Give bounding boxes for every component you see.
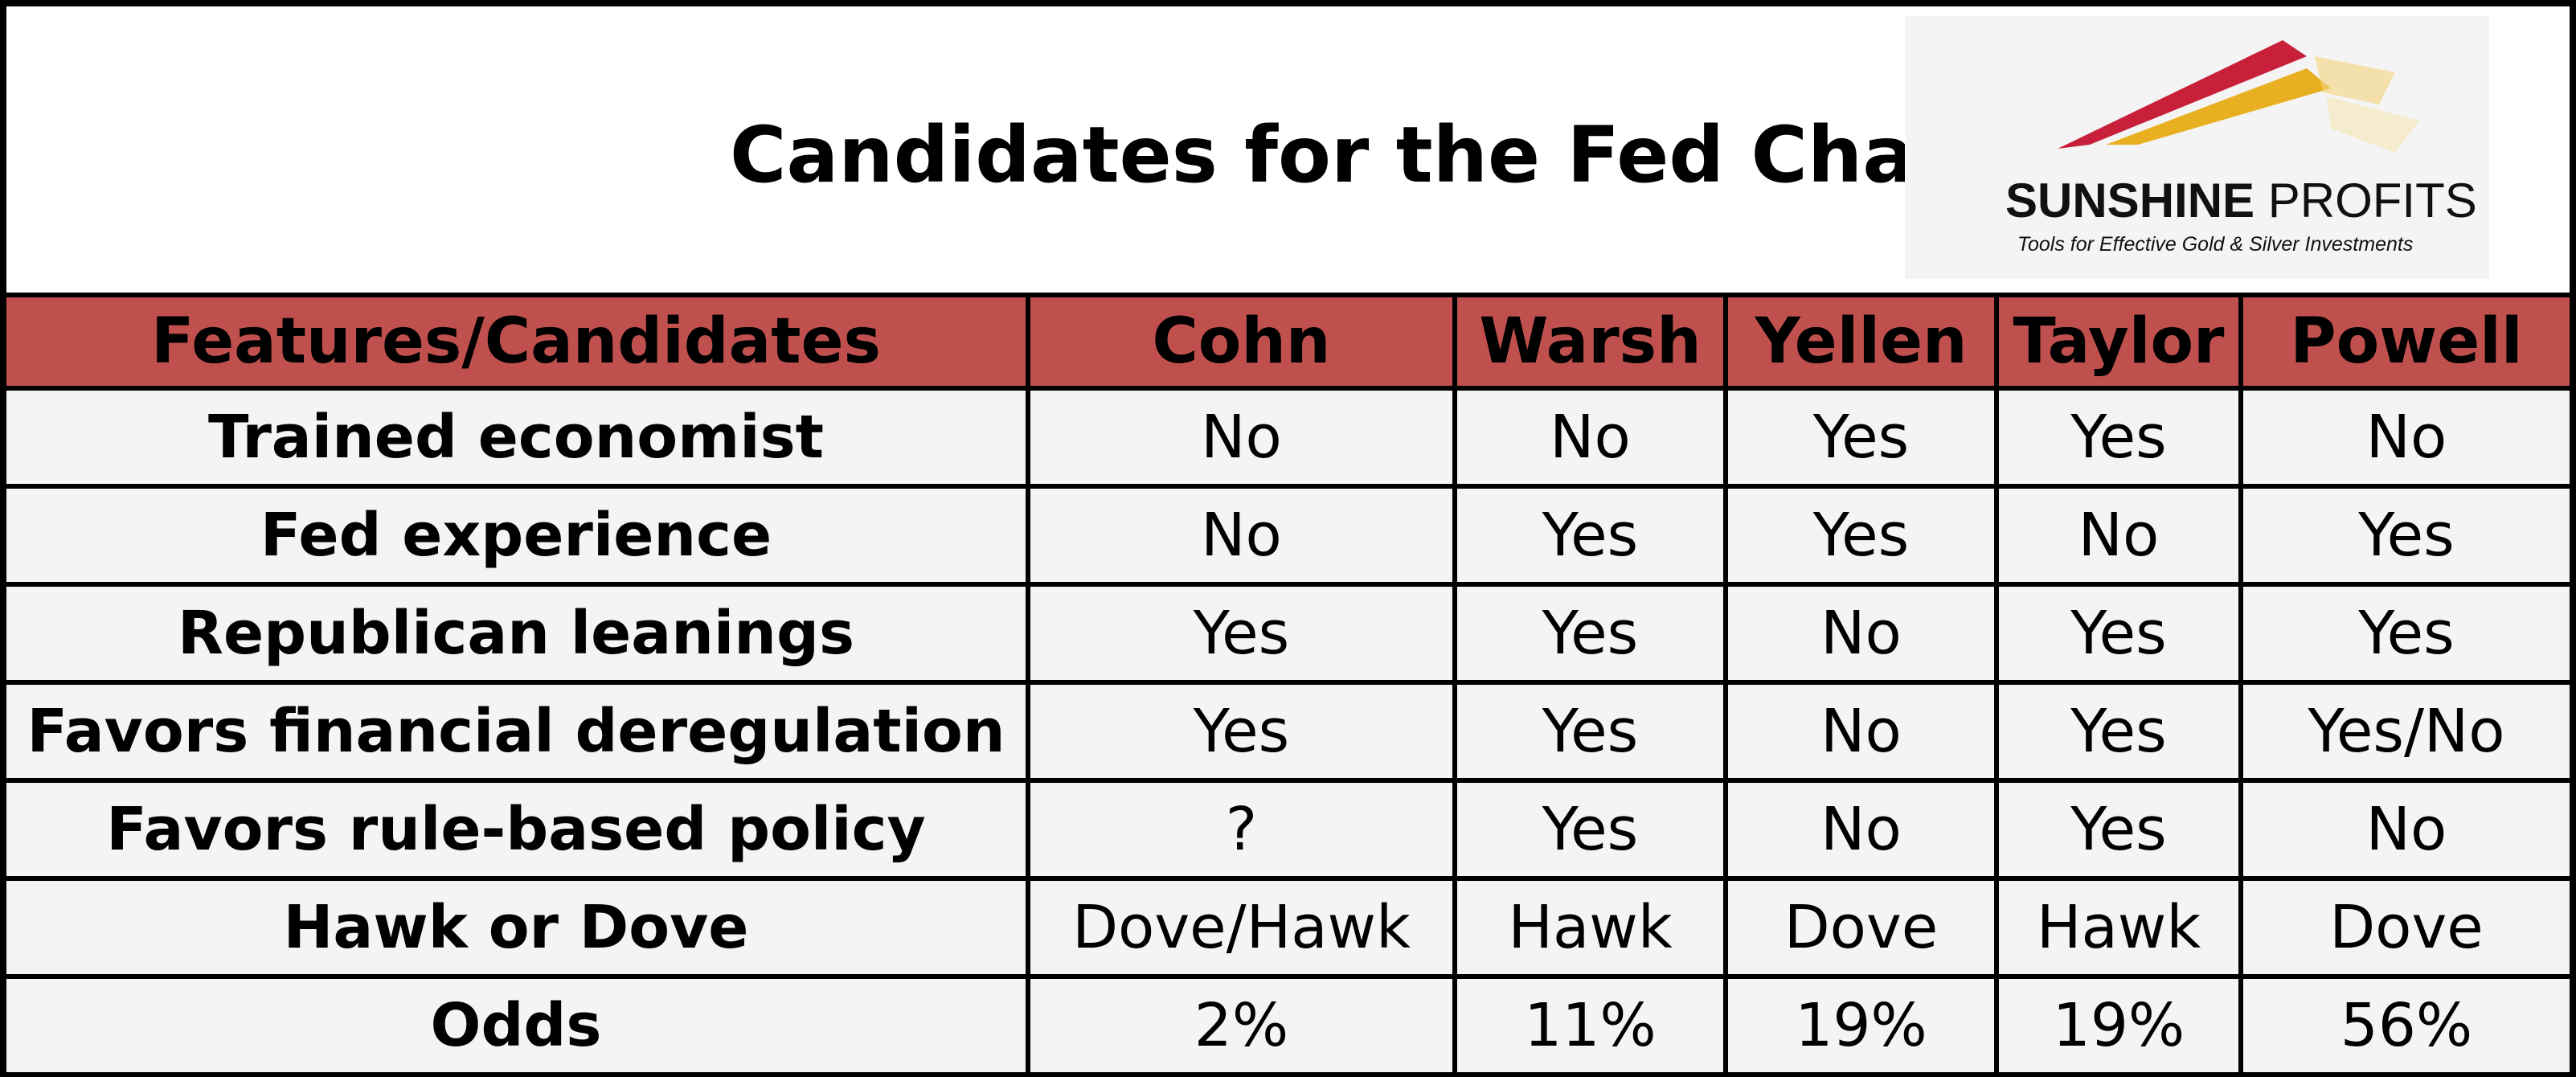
table-cell: Yes — [1030, 587, 1457, 685]
table-cell: Hawk — [1999, 881, 2243, 979]
table-cell: Yes/No — [2243, 685, 2576, 783]
table-cell: Dove — [1728, 881, 1999, 979]
table-cell: No — [1457, 391, 1728, 489]
header-candidate-warsh: Warsh — [1457, 293, 1728, 391]
feature-label: Odds — [0, 979, 1030, 1077]
feature-label: Favors rule-based policy — [0, 783, 1030, 881]
feature-label: Hawk or Dove — [0, 881, 1030, 979]
table-cell: 19% — [1999, 979, 2243, 1077]
chart-title: Candidates for the Fed Chair — [730, 110, 1980, 200]
table-cell: No — [1728, 783, 1999, 881]
header-candidate-cohn: Cohn — [1030, 293, 1457, 391]
table-cell: Yes — [1728, 489, 1999, 587]
table-cell: No — [1999, 489, 2243, 587]
table-cell: No — [1728, 685, 1999, 783]
table-cell: Yes — [1457, 489, 1728, 587]
feature-label: Trained economist — [0, 391, 1030, 489]
header-candidate-powell: Powell — [2243, 293, 2576, 391]
logo-swoosh-gold-fade — [2327, 96, 2419, 153]
sunshine-profits-logo: SUNSHINE PROFITS Tools for Effective Gol… — [1905, 16, 2489, 279]
table-cell: 11% — [1457, 979, 1728, 1077]
feature-label: Republican leanings — [0, 587, 1030, 685]
table-cell: No — [2243, 391, 2576, 489]
table-cell: Yes — [1999, 783, 2243, 881]
table-cell: Yes — [1457, 587, 1728, 685]
header-features-candidates: Features/Candidates — [0, 293, 1030, 391]
logo-swoosh-gold-light — [2315, 56, 2395, 104]
logo-name-bold: SUNSHINE — [2005, 174, 2255, 227]
logo-name: SUNSHINE PROFITS — [2005, 173, 2477, 229]
logo-tagline: Tools for Effective Gold & Silver Invest… — [2017, 233, 2414, 256]
table-cell: Yes — [1030, 685, 1457, 783]
table-cell: Yes — [2243, 489, 2576, 587]
table-cell: Dove — [2243, 881, 2576, 979]
table-cell: 2% — [1030, 979, 1457, 1077]
feature-label: Fed experience — [0, 489, 1030, 587]
logo-swoosh-red — [2058, 40, 2307, 149]
table-cell: No — [1030, 489, 1457, 587]
logo-swoosh-gold — [2106, 68, 2331, 145]
table-cell: ? — [1030, 783, 1457, 881]
feature-label: Favors financial deregulation — [0, 685, 1030, 783]
logo-swoosh-icon — [2058, 40, 2419, 153]
header-candidate-taylor: Taylor — [1999, 293, 2243, 391]
table-cell: Hawk — [1457, 881, 1728, 979]
table-cell: Yes — [1457, 783, 1728, 881]
table-cell: No — [1728, 587, 1999, 685]
table-cell: No — [1030, 391, 1457, 489]
table-cell: Yes — [1999, 391, 2243, 489]
header-candidate-yellen: Yellen — [1728, 293, 1999, 391]
logo-name-light: PROFITS — [2255, 174, 2477, 227]
table-cell: Yes — [1728, 391, 1999, 489]
table-cell: Yes — [1457, 685, 1728, 783]
table-cell: Yes — [1999, 587, 2243, 685]
table-cell: Dove/Hawk — [1030, 881, 1457, 979]
table-cell: 19% — [1728, 979, 1999, 1077]
table-cell: Yes — [1999, 685, 2243, 783]
table-cell: 56% — [2243, 979, 2576, 1077]
title-area: Candidates for the Fed Chair SUNSHINE PR… — [6, 6, 2570, 293]
candidates-table: Features/Candidates Cohn Warsh Yellen Taylor… — [0, 293, 2576, 1077]
table-cell: No — [2243, 783, 2576, 881]
table-cell: Yes — [2243, 587, 2576, 685]
